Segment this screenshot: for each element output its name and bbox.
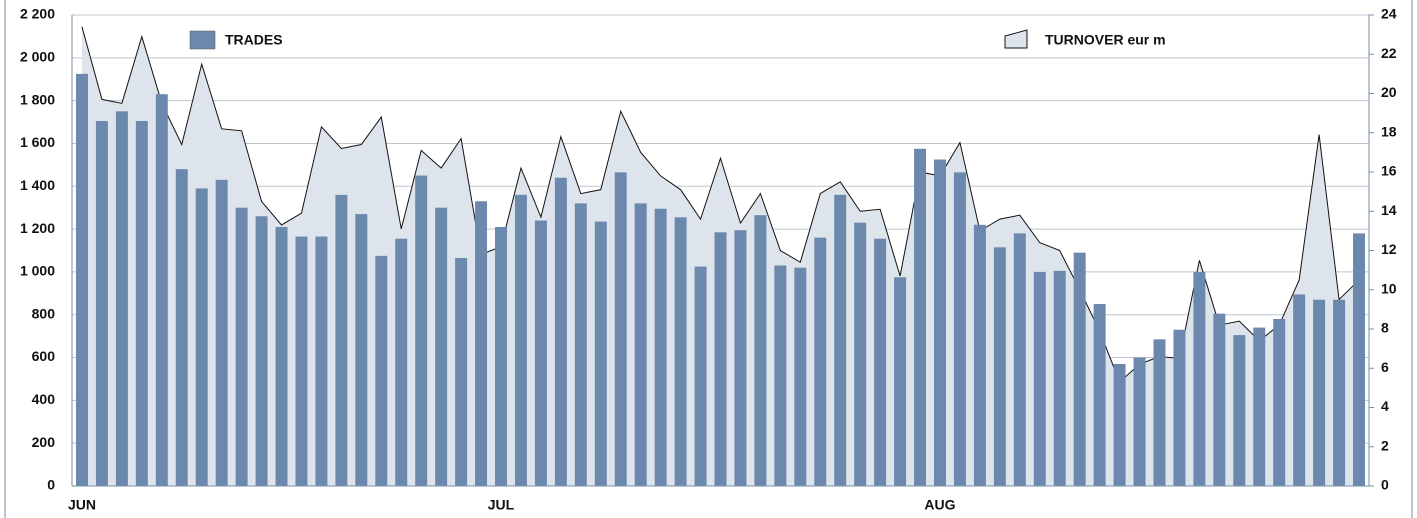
bar (115, 111, 128, 486)
y2-tick-label: 2 (1381, 437, 1389, 453)
bar (355, 214, 368, 486)
bar (1113, 363, 1126, 486)
bar (255, 216, 268, 486)
x-tick-label: JUN (68, 497, 96, 513)
bar (514, 194, 527, 486)
bar (1353, 233, 1366, 486)
bar (794, 267, 807, 486)
y-tick-label: 2 200 (20, 6, 55, 22)
bar (1253, 327, 1266, 486)
y-tick-label: 0 (47, 477, 55, 493)
y2-tick-label: 4 (1381, 398, 1389, 414)
bar (1333, 299, 1346, 486)
bar (155, 94, 168, 487)
bar (734, 230, 747, 486)
bar (195, 188, 208, 486)
bar (1233, 335, 1246, 486)
bar (654, 208, 667, 487)
bar (1293, 294, 1306, 486)
bar (1273, 319, 1286, 486)
bar (934, 159, 946, 487)
bar (1033, 271, 1046, 486)
y-tick-label: 800 (32, 305, 56, 321)
bar (574, 203, 587, 486)
bar (1093, 304, 1106, 486)
bar (914, 148, 927, 486)
y-tick-label: 400 (32, 391, 56, 407)
y-tick-label: 2 000 (20, 49, 55, 65)
bar (295, 236, 308, 486)
bar (894, 277, 907, 486)
bar (834, 194, 847, 486)
y2-tick-label: 22 (1381, 45, 1397, 61)
bar (1133, 357, 1146, 486)
bar (634, 203, 647, 486)
bar (415, 175, 428, 486)
bar (495, 226, 507, 486)
y-tick-label: 600 (32, 348, 56, 364)
y2-tick-label: 16 (1381, 163, 1397, 179)
legend-swatch (189, 30, 216, 50)
bar (435, 207, 448, 486)
y-tick-label: 1 200 (20, 220, 55, 236)
bar (95, 120, 108, 486)
bar (135, 120, 148, 486)
bar (534, 220, 547, 486)
bar (594, 221, 607, 487)
bar (1013, 233, 1026, 486)
bar (674, 217, 687, 486)
x-tick-label: AUG (924, 497, 955, 513)
area-line (81, 26, 1360, 383)
bar (993, 247, 1006, 486)
bar (1053, 270, 1066, 486)
bar (1193, 271, 1206, 486)
bar (335, 194, 348, 486)
y-tick-label: 1 400 (20, 177, 55, 193)
y-tick-label: 1 600 (20, 134, 55, 150)
bar (315, 236, 328, 486)
bar (1173, 329, 1186, 486)
legend-label: TRADES (225, 32, 283, 48)
y-tick-label: 1 800 (20, 91, 55, 107)
bar (694, 266, 707, 486)
bar (175, 169, 188, 487)
bar (953, 172, 966, 486)
bar (375, 255, 388, 486)
y-tick-label: 200 (32, 434, 56, 450)
y2-tick-label: 6 (1381, 359, 1389, 375)
bar (475, 201, 488, 486)
bar (714, 232, 727, 486)
bar (973, 224, 986, 487)
bar (754, 215, 767, 487)
legend-label: TURNOVER eur m (1045, 32, 1166, 48)
bar (1153, 339, 1166, 486)
y2-tick-label: 24 (1381, 6, 1397, 22)
y2-tick-label: 18 (1381, 123, 1397, 139)
bar (1073, 252, 1086, 486)
bar (554, 177, 567, 486)
bar (614, 172, 627, 486)
bar (75, 73, 88, 486)
y2-tick-label: 20 (1381, 84, 1397, 100)
bar (814, 237, 827, 486)
bar (874, 238, 887, 486)
y2-tick-label: 0 (1381, 477, 1389, 493)
x-tick-label: JUL (488, 497, 515, 513)
bar (215, 179, 228, 486)
bar (774, 265, 787, 486)
bar (854, 222, 867, 486)
bar (1313, 299, 1326, 486)
bar (235, 207, 248, 486)
bar (455, 257, 468, 486)
y2-tick-label: 8 (1381, 320, 1389, 336)
y2-tick-label: 12 (1381, 241, 1397, 257)
bar (1213, 313, 1226, 486)
y2-tick-label: 14 (1381, 202, 1397, 218)
bar (275, 226, 288, 486)
bar (395, 238, 408, 486)
y2-tick-label: 10 (1381, 280, 1397, 296)
y-tick-label: 1 000 (20, 263, 55, 279)
legend-swatch (1004, 29, 1028, 49)
